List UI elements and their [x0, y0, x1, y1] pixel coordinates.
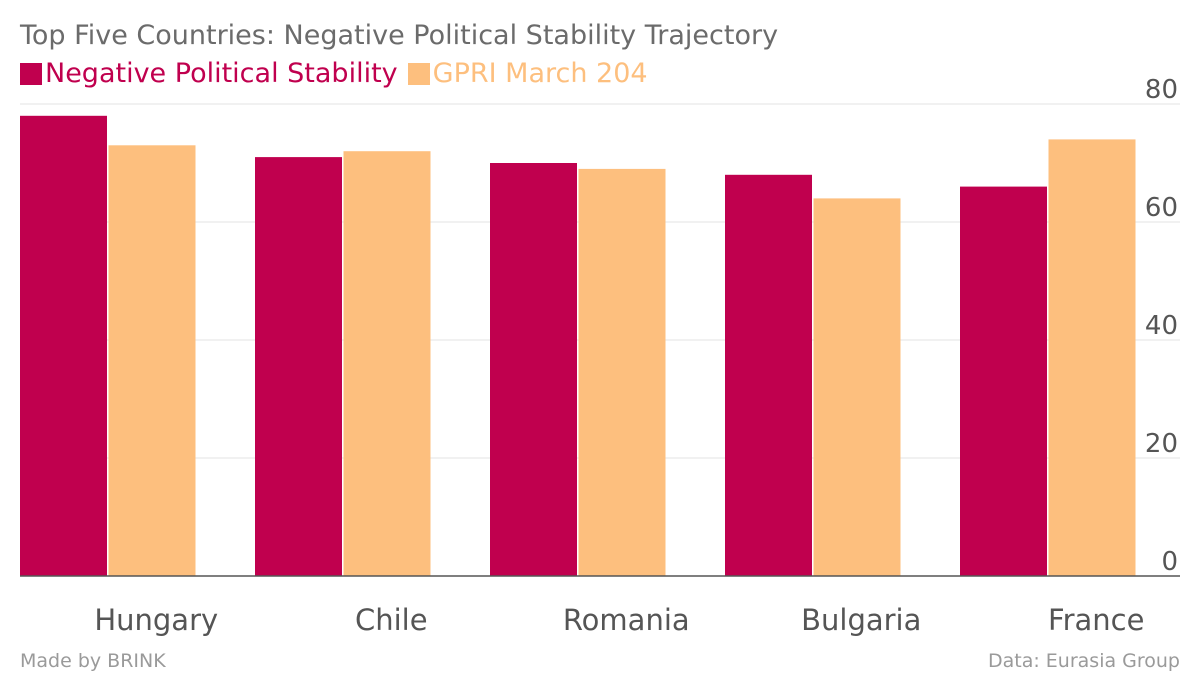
- bar-bulgaria-negative-political-stability: [725, 174, 812, 577]
- legend-item-negative-political-stability: Negative Political Stability: [20, 58, 398, 89]
- bar-bulgaria-gpri-march: [813, 198, 901, 576]
- legend-item-gpri-march: GPRI March 204: [407, 58, 648, 89]
- chart-legend: Negative Political Stability GPRI March …: [20, 58, 658, 89]
- made-by-credit: Made by BRINK: [20, 650, 166, 672]
- bar-hungary-gpri-march: [108, 145, 196, 577]
- bar-france-negative-political-stability: [960, 186, 1047, 576]
- legend-label-gpri-march: GPRI March 204: [432, 58, 648, 89]
- x-category-label-romania: Romania: [563, 603, 690, 637]
- x-category-label-bulgaria: Bulgaria: [801, 603, 921, 637]
- legend-label-negative-political-stability: Negative Political Stability: [45, 58, 398, 89]
- y-tick-label-80: 80: [1145, 75, 1178, 105]
- legend-swatch-negative-political-stability: [20, 62, 42, 85]
- y-tick-label-20: 20: [1145, 429, 1178, 459]
- bar-romania-negative-political-stability: [490, 163, 577, 576]
- bar-chile-gpri-march: [343, 151, 431, 576]
- x-category-label-chile: Chile: [355, 603, 428, 637]
- x-category-label-france: France: [1048, 603, 1144, 637]
- bar-france-gpri-march: [1048, 139, 1136, 576]
- bar-hungary-negative-political-stability: [20, 115, 107, 577]
- y-tick-label-40: 40: [1145, 311, 1178, 341]
- data-source: Data: Eurasia Group: [987, 650, 1180, 672]
- y-tick-label-60: 60: [1145, 193, 1178, 223]
- bar-chile-negative-political-stability: [255, 157, 342, 576]
- y-tick-label-0: 0: [1161, 547, 1178, 577]
- chart-title: Top Five Countries: Negative Political S…: [20, 20, 779, 51]
- bar-romania-gpri-march: [578, 168, 666, 576]
- legend-swatch-gpri-march: [407, 62, 430, 85]
- x-category-label-hungary: Hungary: [94, 603, 218, 637]
